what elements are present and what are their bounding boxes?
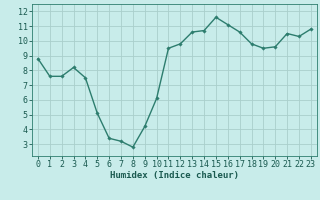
X-axis label: Humidex (Indice chaleur): Humidex (Indice chaleur) bbox=[110, 171, 239, 180]
